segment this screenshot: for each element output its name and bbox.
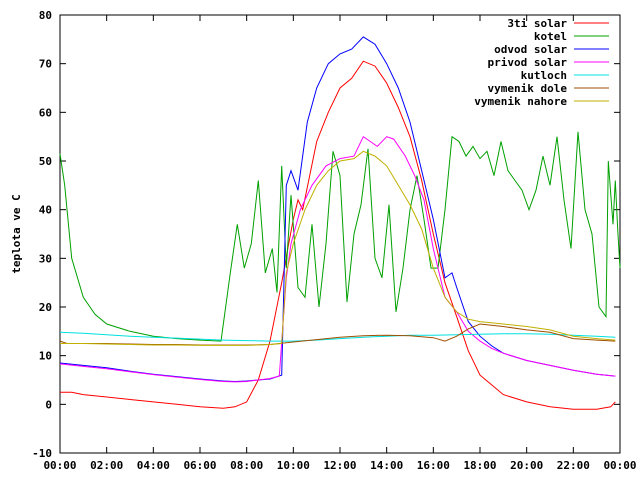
- x-tick-label: 10:00: [277, 459, 310, 472]
- y-tick-label: 70: [39, 58, 52, 71]
- legend-label: kutloch: [521, 69, 567, 82]
- y-tick-label: 50: [39, 155, 52, 168]
- legend-label: odvod solar: [494, 43, 567, 56]
- legend-label: kotel: [534, 30, 567, 43]
- x-tick-label: 12:00: [323, 459, 356, 472]
- series-lines: [59, 36, 621, 410]
- x-tick-label: 00:00: [603, 459, 636, 472]
- x-tick-label: 00:00: [43, 459, 76, 472]
- y-tick-label: 20: [39, 301, 52, 314]
- y-axis-ticks: -10 0 10 20 30 40 50 60 70 80: [32, 9, 620, 460]
- x-tick-label: 02:00: [90, 459, 123, 472]
- series-line-0: [60, 60, 616, 410]
- x-tick-label: 16:00: [417, 459, 450, 472]
- y-tick-label: 10: [39, 350, 52, 363]
- series-line-4: [59, 331, 616, 342]
- legend-label: vymenik nahore: [474, 95, 567, 108]
- y-tick-label: 30: [39, 252, 52, 265]
- y-tick-label: -10: [32, 447, 52, 460]
- series-line-3: [59, 135, 616, 383]
- y-tick-label: 40: [39, 204, 52, 217]
- x-axis-ticks: 00:00 02:00 04:00 06:00 08:00 10:00 12:00 14:00…: [43, 15, 637, 472]
- series-line-1: [59, 131, 621, 342]
- x-tick-label: 22:00: [557, 459, 590, 472]
- legend-label: vymenik dole: [488, 82, 568, 95]
- legend-label: privod solar: [488, 56, 568, 69]
- legend-label: 3ti solar: [507, 17, 567, 30]
- y-axis-label: teplota ve C: [10, 194, 23, 273]
- x-tick-label: 04:00: [137, 459, 170, 472]
- y-tick-label: 80: [39, 9, 52, 22]
- series-line-6: [60, 150, 616, 346]
- y-tick-label: 0: [45, 398, 52, 411]
- y-tick-label: 60: [39, 106, 52, 119]
- x-tick-label: 08:00: [230, 459, 263, 472]
- x-tick-label: 18:00: [463, 459, 496, 472]
- x-tick-label: 06:00: [183, 459, 216, 472]
- x-tick-label: 14:00: [370, 459, 403, 472]
- x-tick-label: 20:00: [510, 459, 543, 472]
